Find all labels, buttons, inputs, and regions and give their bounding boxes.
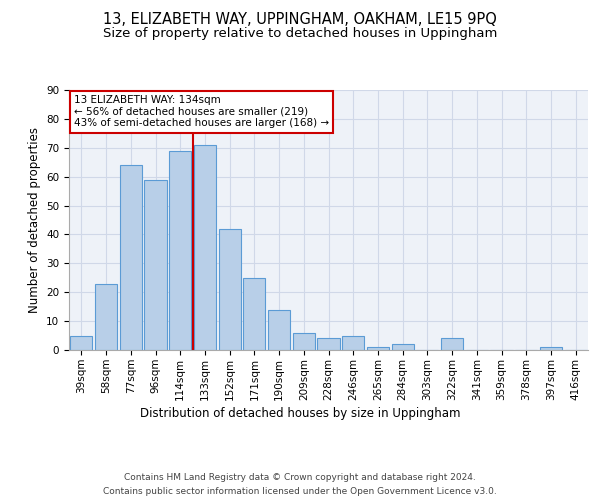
Text: 13 ELIZABETH WAY: 134sqm
← 56% of detached houses are smaller (219)
43% of semi-: 13 ELIZABETH WAY: 134sqm ← 56% of detach… — [74, 95, 329, 128]
Bar — [293, 332, 315, 350]
Bar — [317, 338, 340, 350]
Bar — [145, 180, 167, 350]
Y-axis label: Number of detached properties: Number of detached properties — [28, 127, 41, 313]
Text: Contains HM Land Registry data © Crown copyright and database right 2024.: Contains HM Land Registry data © Crown c… — [124, 472, 476, 482]
Bar — [540, 347, 562, 350]
Bar — [119, 165, 142, 350]
Bar — [243, 278, 265, 350]
Bar — [342, 336, 364, 350]
Text: 13, ELIZABETH WAY, UPPINGHAM, OAKHAM, LE15 9PQ: 13, ELIZABETH WAY, UPPINGHAM, OAKHAM, LE… — [103, 12, 497, 28]
Bar — [268, 310, 290, 350]
Bar — [441, 338, 463, 350]
Text: Size of property relative to detached houses in Uppingham: Size of property relative to detached ho… — [103, 28, 497, 40]
Bar — [194, 145, 216, 350]
Bar — [70, 336, 92, 350]
Bar — [169, 150, 191, 350]
Text: Contains public sector information licensed under the Open Government Licence v3: Contains public sector information licen… — [103, 488, 497, 496]
Bar — [218, 228, 241, 350]
Text: Distribution of detached houses by size in Uppingham: Distribution of detached houses by size … — [140, 408, 460, 420]
Bar — [392, 344, 414, 350]
Bar — [367, 347, 389, 350]
Bar — [95, 284, 117, 350]
